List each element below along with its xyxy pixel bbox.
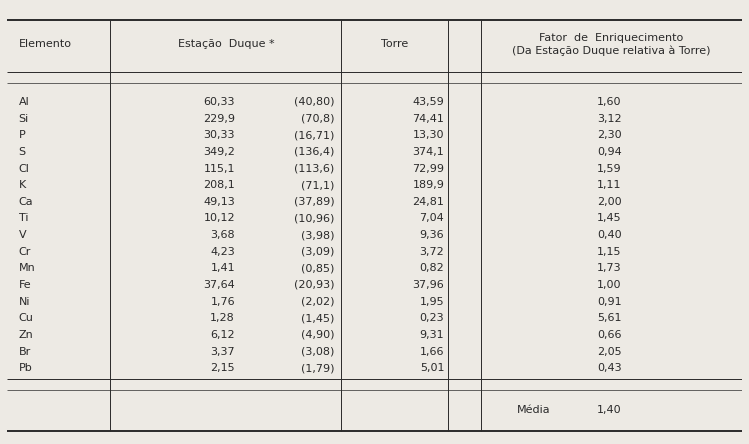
Text: (1,45): (1,45) xyxy=(301,313,334,323)
Text: (71,1): (71,1) xyxy=(301,180,334,190)
Text: 1,76: 1,76 xyxy=(210,297,235,307)
Text: Elemento: Elemento xyxy=(19,40,71,49)
Text: 1,59: 1,59 xyxy=(597,163,622,174)
Text: (16,71): (16,71) xyxy=(294,130,334,140)
Text: 1,60: 1,60 xyxy=(597,97,622,107)
Text: 374,1: 374,1 xyxy=(413,147,444,157)
Text: V: V xyxy=(19,230,26,240)
Text: 349,2: 349,2 xyxy=(203,147,235,157)
Text: 2,05: 2,05 xyxy=(597,346,622,357)
Text: 1,15: 1,15 xyxy=(597,247,622,257)
Text: Média: Média xyxy=(517,405,551,415)
Text: 3,72: 3,72 xyxy=(419,247,444,257)
Text: 9,31: 9,31 xyxy=(419,330,444,340)
Text: 1,95: 1,95 xyxy=(419,297,444,307)
Text: Ti: Ti xyxy=(19,214,28,223)
Text: 49,13: 49,13 xyxy=(203,197,235,207)
Text: 1,41: 1,41 xyxy=(210,263,235,274)
Text: 2,00: 2,00 xyxy=(597,197,622,207)
Text: 3,12: 3,12 xyxy=(597,114,622,123)
Text: (0,85): (0,85) xyxy=(301,263,334,274)
Text: 208,1: 208,1 xyxy=(203,180,235,190)
Text: 2,15: 2,15 xyxy=(210,363,235,373)
Text: 6,12: 6,12 xyxy=(210,330,235,340)
Text: 229,9: 229,9 xyxy=(203,114,235,123)
Text: 0,43: 0,43 xyxy=(597,363,622,373)
Text: Zn: Zn xyxy=(19,330,33,340)
Text: 0,82: 0,82 xyxy=(419,263,444,274)
Text: 1,40: 1,40 xyxy=(597,405,622,415)
Text: Al: Al xyxy=(19,97,29,107)
Text: 0,91: 0,91 xyxy=(597,297,622,307)
Text: Pb: Pb xyxy=(19,363,32,373)
Text: 43,59: 43,59 xyxy=(413,97,444,107)
Text: 60,33: 60,33 xyxy=(204,97,235,107)
Text: 1,45: 1,45 xyxy=(597,214,622,223)
Text: 0,23: 0,23 xyxy=(419,313,444,323)
Text: 5,61: 5,61 xyxy=(597,313,622,323)
Text: 3,37: 3,37 xyxy=(210,346,235,357)
Text: 3,68: 3,68 xyxy=(210,230,235,240)
Text: Cr: Cr xyxy=(19,247,31,257)
Text: (70,8): (70,8) xyxy=(300,114,334,123)
Text: Fator  de  Enriquecimento
(Da Estação Duque relativa à Torre): Fator de Enriquecimento (Da Estação Duqu… xyxy=(512,32,711,56)
Text: 2,30: 2,30 xyxy=(597,130,622,140)
Text: (37,89): (37,89) xyxy=(294,197,334,207)
Text: 0,40: 0,40 xyxy=(597,230,622,240)
Text: 1,11: 1,11 xyxy=(597,180,622,190)
Text: 1,66: 1,66 xyxy=(419,346,444,357)
Text: (2,02): (2,02) xyxy=(300,297,334,307)
Text: Si: Si xyxy=(19,114,28,123)
Text: P: P xyxy=(19,130,25,140)
Text: 74,41: 74,41 xyxy=(413,114,444,123)
Text: 115,1: 115,1 xyxy=(204,163,235,174)
Text: (10,96): (10,96) xyxy=(294,214,334,223)
Text: (136,4): (136,4) xyxy=(294,147,334,157)
Text: (4,90): (4,90) xyxy=(300,330,334,340)
Text: 4,23: 4,23 xyxy=(210,247,235,257)
Text: Mn: Mn xyxy=(19,263,35,274)
Text: 189,9: 189,9 xyxy=(413,180,444,190)
Text: S: S xyxy=(19,147,25,157)
Text: 10,12: 10,12 xyxy=(204,214,235,223)
Text: Cu: Cu xyxy=(19,313,34,323)
Text: 1,73: 1,73 xyxy=(597,263,622,274)
Text: 0,66: 0,66 xyxy=(597,330,622,340)
Text: 7,04: 7,04 xyxy=(419,214,444,223)
Text: Torre: Torre xyxy=(381,40,408,49)
Text: 0,94: 0,94 xyxy=(597,147,622,157)
Text: 37,64: 37,64 xyxy=(203,280,235,290)
Text: (20,93): (20,93) xyxy=(294,280,334,290)
Text: Cl: Cl xyxy=(19,163,29,174)
Text: 1,28: 1,28 xyxy=(210,313,235,323)
Text: 9,36: 9,36 xyxy=(419,230,444,240)
Text: (3,08): (3,08) xyxy=(301,346,334,357)
Text: Br: Br xyxy=(19,346,31,357)
Text: (3,09): (3,09) xyxy=(301,247,334,257)
Text: 5,01: 5,01 xyxy=(419,363,444,373)
Text: Ni: Ni xyxy=(19,297,30,307)
Text: Ca: Ca xyxy=(19,197,33,207)
Text: 30,33: 30,33 xyxy=(204,130,235,140)
Text: Fe: Fe xyxy=(19,280,31,290)
Text: (3,98): (3,98) xyxy=(300,230,334,240)
Text: 37,96: 37,96 xyxy=(413,280,444,290)
Text: 13,30: 13,30 xyxy=(413,130,444,140)
Text: (40,80): (40,80) xyxy=(294,97,334,107)
Text: 72,99: 72,99 xyxy=(412,163,444,174)
Text: 24,81: 24,81 xyxy=(413,197,444,207)
Text: Estação  Duque *: Estação Duque * xyxy=(178,40,274,49)
Text: K: K xyxy=(19,180,25,190)
Text: (1,79): (1,79) xyxy=(300,363,334,373)
Text: 1,00: 1,00 xyxy=(597,280,622,290)
Text: (113,6): (113,6) xyxy=(294,163,334,174)
